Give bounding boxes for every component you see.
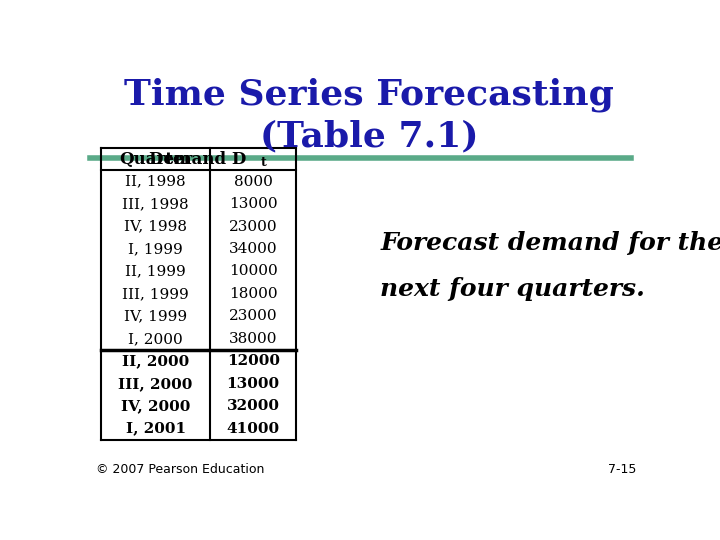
Text: I, 2001: I, 2001 — [125, 422, 186, 436]
Text: III, 2000: III, 2000 — [118, 377, 193, 391]
Text: 23000: 23000 — [229, 309, 277, 323]
Text: II, 1999: II, 1999 — [125, 265, 186, 279]
Text: 18000: 18000 — [229, 287, 277, 301]
Text: III, 1999: III, 1999 — [122, 287, 189, 301]
Text: 32000: 32000 — [227, 399, 279, 413]
Text: 13000: 13000 — [229, 197, 277, 211]
Text: next four quarters.: next four quarters. — [380, 277, 645, 301]
Text: II, 1998: II, 1998 — [125, 174, 186, 188]
Text: III, 1998: III, 1998 — [122, 197, 189, 211]
Text: 34000: 34000 — [229, 242, 277, 256]
Text: IV, 2000: IV, 2000 — [121, 399, 190, 413]
Text: 38000: 38000 — [229, 332, 277, 346]
Text: 23000: 23000 — [229, 220, 277, 233]
Text: 10000: 10000 — [229, 265, 278, 279]
Text: 13000: 13000 — [227, 377, 280, 391]
Text: Quarter: Quarter — [119, 151, 192, 168]
Text: I, 1999: I, 1999 — [128, 242, 183, 256]
Text: t: t — [261, 156, 266, 168]
Text: 41000: 41000 — [227, 422, 280, 436]
Text: Demand D: Demand D — [149, 151, 246, 168]
Text: © 2007 Pearson Education: © 2007 Pearson Education — [96, 463, 264, 476]
Text: Time Series Forecasting
(Table 7.1): Time Series Forecasting (Table 7.1) — [124, 77, 614, 154]
Text: Forecast demand for the: Forecast demand for the — [380, 231, 720, 255]
Text: 12000: 12000 — [227, 354, 279, 368]
Text: IV, 1999: IV, 1999 — [124, 309, 187, 323]
Text: II, 2000: II, 2000 — [122, 354, 189, 368]
Text: IV, 1998: IV, 1998 — [124, 220, 187, 233]
Text: I, 2000: I, 2000 — [128, 332, 183, 346]
Text: 7-15: 7-15 — [608, 463, 637, 476]
Text: 8000: 8000 — [234, 174, 273, 188]
